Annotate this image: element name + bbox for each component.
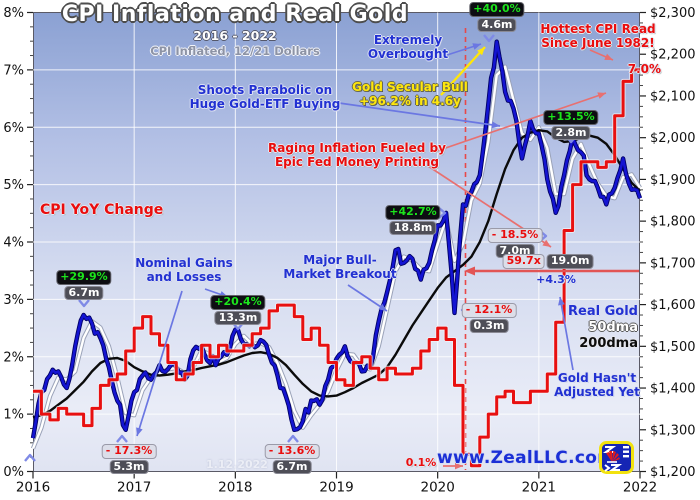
x-tick-label: 2021 (522, 480, 556, 496)
annotation-arrow (433, 92, 607, 153)
chevron-marker (287, 434, 299, 443)
y-right-tick-label: $2,100 (650, 89, 696, 104)
y-right-tick-label: $1,700 (650, 256, 696, 271)
y-left-tick-label: 2% (3, 350, 24, 365)
x-tick-label: 2016 (16, 480, 50, 496)
y-right-tick-label: $1,400 (650, 382, 696, 397)
annotation-arrow (136, 290, 183, 437)
chevron-marker (24, 453, 36, 462)
annotation-arrow (331, 101, 501, 127)
y-left-tick-label: 6% (3, 121, 24, 136)
y-left-tick-label: 4% (3, 236, 24, 251)
y-right-tick-label: $2,000 (650, 131, 696, 146)
y-right-tick-label: $1,600 (650, 298, 696, 313)
series-cpi-yoy-change (33, 68, 640, 468)
x-tick-label: 2022 (623, 480, 657, 496)
y-right-tick-label: $1,500 (650, 340, 696, 355)
y-left-tick-label: 8% (3, 6, 24, 21)
y-right-tick-label: $2,200 (650, 48, 696, 63)
series-real-gold-12-21-dollars- (31, 40, 642, 439)
watermark-link[interactable]: www.ZealLLC.com (437, 448, 616, 468)
y-right-tick-label: $2,300 (650, 6, 696, 21)
y-left-tick-label: 5% (3, 178, 24, 193)
y-left-tick-label: 7% (3, 63, 24, 78)
y-left-tick-label: 0% (3, 465, 24, 480)
x-tick-label: 2019 (319, 480, 353, 496)
y-right-tick-label: $1,900 (650, 173, 696, 188)
y-right-tick-label: $1,800 (650, 215, 696, 230)
chevron-marker (483, 34, 495, 43)
y-right-tick-label: $1,200 (650, 465, 696, 480)
y-left-tick-label: 1% (3, 408, 24, 423)
series-200dma (32, 129, 641, 419)
x-tick-label: 2017 (117, 480, 151, 496)
x-tick-label: 2020 (420, 480, 454, 496)
y-right-tick-label: $1,300 (650, 423, 696, 438)
chevron-marker (438, 207, 447, 219)
chevron-marker (78, 299, 90, 308)
annotation-arrow (559, 296, 574, 371)
zeal-logo-icon[interactable] (599, 441, 634, 474)
chevron-marker (116, 434, 128, 443)
annotation-arrow (440, 46, 486, 96)
y-left-tick-label: 3% (3, 293, 24, 308)
chevron-marker (539, 230, 548, 242)
x-tick-label: 2018 (218, 480, 252, 496)
